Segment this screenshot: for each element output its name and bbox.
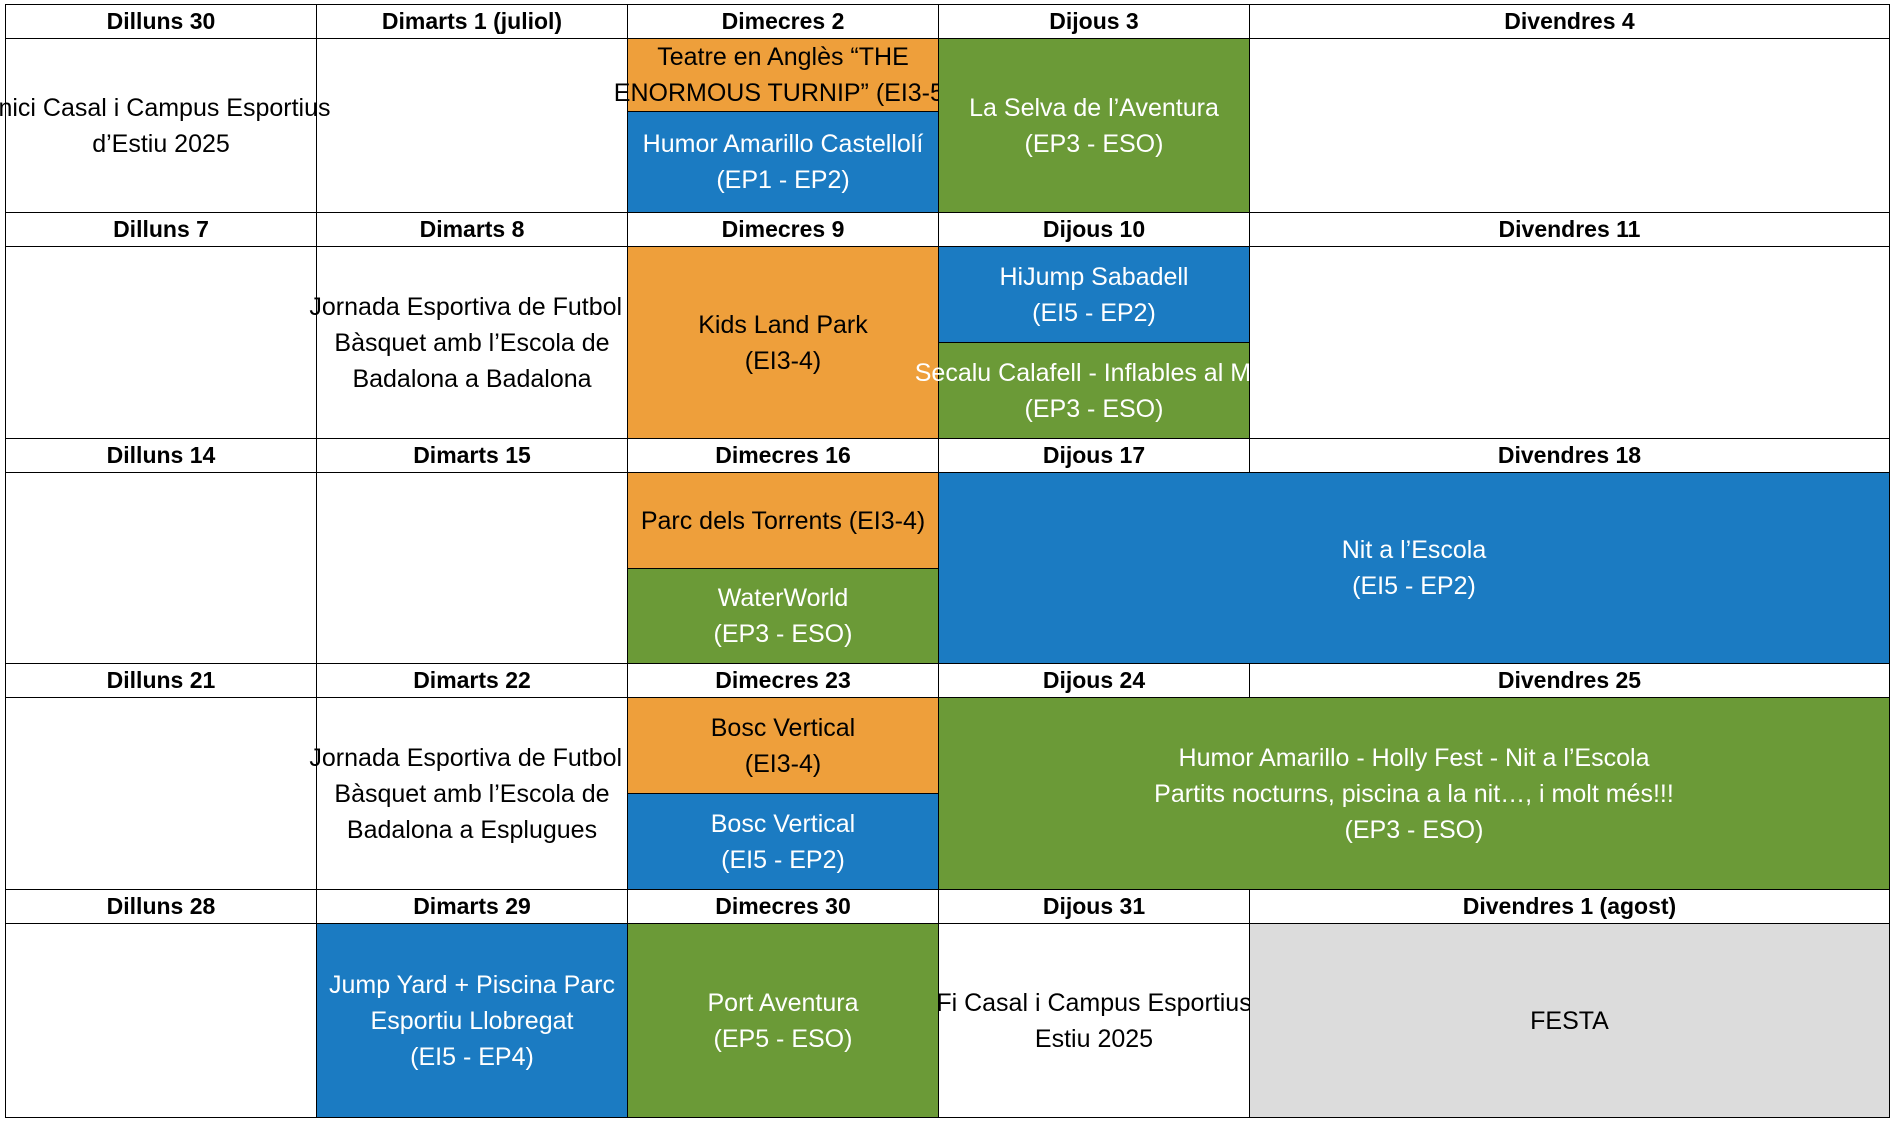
day-header: Dimarts 15: [316, 438, 628, 473]
day-header: Dijous 10: [938, 212, 1250, 247]
day-header: Dijous 3: [938, 4, 1250, 39]
day-header: Divendres 4: [1249, 4, 1890, 39]
event-jump-yard: Jump Yard + Piscina Parc Esportiu Llobreg…: [316, 923, 628, 1118]
day-header: Dimecres 23: [627, 663, 939, 698]
event-text-line: Humor Amarillo - Holly Fest - Nit a l’Es…: [1178, 743, 1650, 772]
event-text-line: Badalona a Esplugues: [346, 815, 598, 844]
event-text-line: Nit a l’Escola: [1341, 536, 1487, 564]
event-text-line: ENORMOUS TURNIP” (EI3-5): [613, 79, 953, 107]
event-kids-land-park: Kids Land Park (EI3-4): [627, 246, 939, 439]
event-text-line: Fi Casal i Campus Esportius: [936, 988, 1252, 1017]
event-text-line: Teatre en Anglès “THE: [657, 43, 909, 71]
event-text-line: Parc dels Torrents (EI3-4): [640, 506, 926, 535]
event-text-line: (EP5 - ESO): [713, 1024, 853, 1053]
event-text-line: Jornada Esportiva de Futbol i: [309, 743, 635, 772]
event-text-line: Esportiu Llobregat: [370, 1006, 574, 1035]
event-text-line: Jump Yard + Piscina Parc: [328, 970, 615, 999]
day-header: Dimecres 2: [627, 4, 939, 39]
event-text-line: (EP3 - ESO): [1344, 815, 1484, 844]
event-parc-torrents: Parc dels Torrents (EI3-4): [627, 472, 939, 569]
event-waterworld: WaterWorld (EP3 - ESO): [627, 568, 939, 664]
event-text-line: Humor Amarillo Castellolí: [642, 130, 924, 158]
day-header: Dimarts 29: [316, 889, 628, 924]
empty-day-cell: [316, 472, 628, 664]
day-header: Divendres 1 (agost): [1249, 889, 1890, 924]
event-port-aventura: Port Aventura (EP5 - ESO): [627, 923, 939, 1118]
event-fi-casal: Fi Casal i Campus Esportius Estiu 2025: [936, 923, 1252, 1118]
day-header: Dimecres 9: [627, 212, 939, 247]
event-text-line: Partits nocturns, piscina a la nit…, i m…: [1154, 779, 1674, 808]
event-text-line: Badalona a Badalona: [352, 364, 592, 393]
event-text-line: HiJump Sabadell: [999, 262, 1189, 291]
event-text-line: Bosc Vertical: [710, 713, 856, 742]
event-text-line: (EI5 - EP2): [1352, 572, 1476, 600]
event-text-line: Port Aventura: [707, 988, 859, 1017]
event-text-line: Jornada Esportiva de Futbol i: [309, 292, 635, 321]
day-header: Dijous 17: [938, 438, 1250, 473]
event-humor-amarillo-castelloli: Humor Amarillo Castellolí (EP1 - EP2): [627, 111, 939, 213]
event-text-line: (EI5 - EP4): [410, 1042, 534, 1071]
event-text-line: d’Estiu 2025: [92, 129, 230, 158]
day-header: Divendres 25: [1249, 663, 1890, 698]
event-jornada-esportiva-esplugues: Jornada Esportiva de Futbol i Bàsquet amb…: [309, 697, 635, 890]
event-teatre-angles: Teatre en Anglès “THE ENORMOUS TURNIP” (E…: [614, 38, 952, 112]
event-text-line: Bàsquet amb l’Escola de: [334, 328, 610, 357]
empty-day-cell: [316, 38, 628, 213]
day-header: Divendres 18: [1249, 438, 1890, 473]
empty-day-cell: [1249, 246, 1890, 439]
event-text-line: Inici Casal i Campus Esportius: [0, 93, 331, 122]
event-text-line: (EP3 - ESO): [713, 620, 853, 648]
event-la-selva-aventura: La Selva de l’Aventura (EP3 - ESO): [938, 38, 1250, 213]
event-inici-casal: Inici Casal i Campus Esportius d’Estiu 20…: [0, 38, 331, 213]
event-bosc-vertical-ei: Bosc Vertical (EI3-4): [627, 697, 939, 794]
event-text-line: Kids Land Park: [698, 310, 868, 339]
event-text-line: (EI3-4): [744, 346, 822, 375]
event-text-line: (EP3 - ESO): [1024, 394, 1164, 423]
event-text-line: (EP3 - ESO): [1024, 129, 1164, 158]
event-text-line: (EI5 - EP2): [721, 845, 845, 874]
event-text-line: (EI3-4): [744, 749, 822, 778]
empty-day-cell: [5, 923, 317, 1118]
day-header: Dimecres 30: [627, 889, 939, 924]
day-header: Divendres 11: [1249, 212, 1890, 247]
event-jornada-esportiva-badalona: Jornada Esportiva de Futbol i Bàsquet amb…: [309, 246, 635, 439]
day-header: Dilluns 28: [5, 889, 317, 924]
event-text-line: Secalu Calafell - Inflables al Mar: [914, 358, 1274, 387]
event-text-line: WaterWorld: [717, 584, 849, 612]
event-text-line: FESTA: [1530, 1006, 1609, 1035]
day-header: Dilluns 21: [5, 663, 317, 698]
event-holly-fest: Humor Amarillo - Holly Fest - Nit a l’Es…: [938, 697, 1890, 890]
empty-day-cell: [5, 472, 317, 664]
event-text-line: Bosc Vertical: [710, 809, 856, 838]
day-header: Dimarts 1 (juliol): [316, 4, 628, 39]
event-festa: FESTA: [1249, 923, 1890, 1118]
day-header: Dimecres 16: [627, 438, 939, 473]
day-header: Dilluns 30: [5, 4, 317, 39]
day-header: Dijous 31: [938, 889, 1250, 924]
day-header: Dijous 24: [938, 663, 1250, 698]
event-nit-escola: Nit a l’Escola (EI5 - EP2): [938, 472, 1890, 664]
empty-day-cell: [5, 246, 317, 439]
event-text-line: (EI5 - EP2): [1032, 298, 1156, 327]
event-hijump-sabadell: HiJump Sabadell (EI5 - EP2): [938, 246, 1250, 343]
empty-day-cell: [5, 697, 317, 890]
day-header: Dilluns 7: [5, 212, 317, 247]
event-text-line: Bàsquet amb l’Escola de: [334, 779, 610, 808]
event-text-line: Estiu 2025: [1034, 1024, 1154, 1053]
day-header: Dimarts 8: [316, 212, 628, 247]
event-secalu-calafell: Secalu Calafell - Inflables al Mar (EP3 -…: [915, 342, 1273, 439]
event-text-line: La Selva de l’Aventura: [969, 93, 1219, 122]
event-bosc-vertical-ep: Bosc Vertical (EI5 - EP2): [627, 793, 939, 890]
day-header: Dimarts 22: [316, 663, 628, 698]
event-text-line: (EP1 - EP2): [716, 166, 850, 194]
day-header: Dilluns 14: [5, 438, 317, 473]
summer-activities-calendar: Dilluns 30 Dimarts 1 (juliol) Dimecres 2 Di…: [0, 4, 1890, 1118]
empty-day-cell: [1249, 38, 1890, 213]
